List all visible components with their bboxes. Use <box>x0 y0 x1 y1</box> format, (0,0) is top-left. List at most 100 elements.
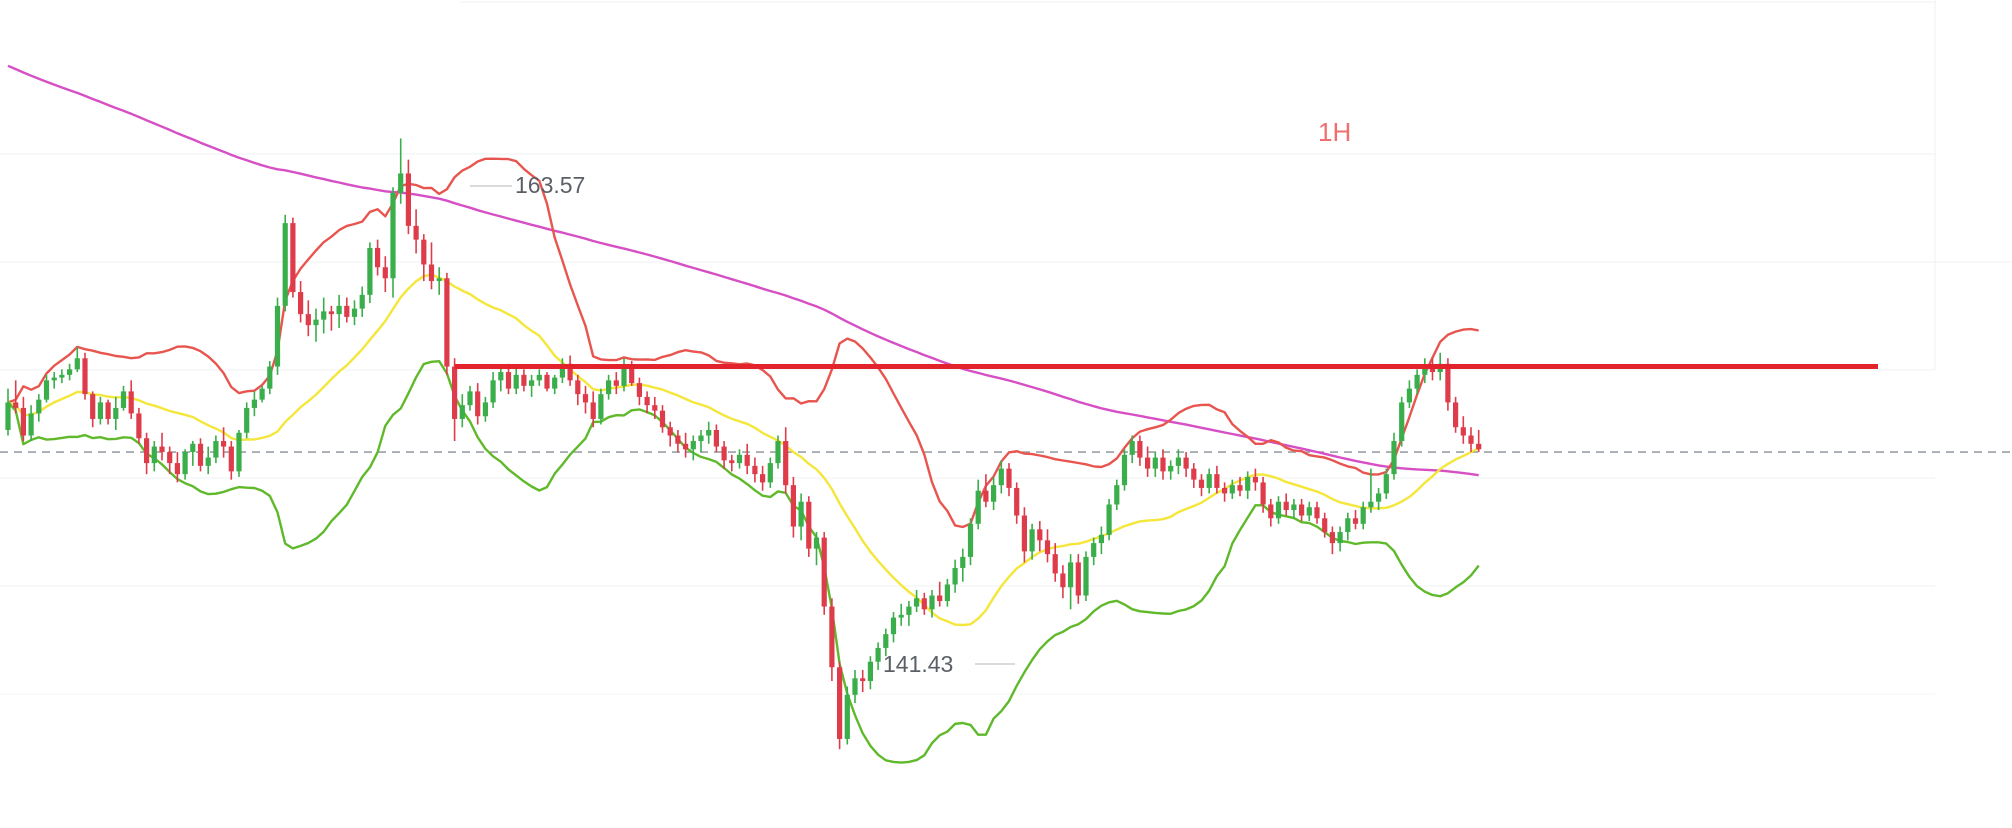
candle-body <box>1383 474 1389 494</box>
candle <box>1168 460 1174 480</box>
candle-body <box>852 678 858 695</box>
candle-body <box>775 441 781 464</box>
candle-body <box>1029 529 1035 552</box>
candle <box>1060 565 1066 599</box>
candle-body <box>1021 515 1027 552</box>
candle-body <box>405 173 411 226</box>
candle-body <box>1322 518 1328 533</box>
candle-body <box>652 405 658 411</box>
candle <box>1191 463 1197 488</box>
candle-body <box>390 192 396 279</box>
candle-body <box>136 413 142 439</box>
candle-body <box>1252 476 1258 483</box>
candle <box>413 209 419 254</box>
candle-body <box>1345 518 1351 533</box>
middle-band-line <box>7 273 1480 627</box>
candle <box>359 286 365 317</box>
candle-body <box>467 391 473 406</box>
candle <box>659 405 666 433</box>
candle <box>652 396 658 419</box>
candle <box>144 432 150 475</box>
candle-body <box>498 372 504 381</box>
candle <box>1299 498 1305 522</box>
candle-body <box>898 614 904 618</box>
candle <box>1222 482 1228 502</box>
candle-body <box>90 394 96 419</box>
candle <box>1106 498 1112 541</box>
candle <box>1152 452 1158 477</box>
candle <box>1329 526 1335 555</box>
candle-body <box>1245 476 1251 491</box>
candle <box>221 427 227 458</box>
candle-body <box>1137 441 1143 458</box>
candle-body <box>521 374 527 386</box>
candle <box>1029 523 1035 560</box>
candle <box>967 518 974 566</box>
candle <box>251 391 257 417</box>
candle-body <box>621 366 627 386</box>
candle <box>1175 449 1181 475</box>
candle <box>313 308 319 342</box>
candle <box>1429 358 1436 381</box>
candle-body <box>298 292 304 315</box>
candle <box>244 402 250 439</box>
candle <box>667 421 673 447</box>
candle <box>1037 521 1043 552</box>
candle <box>1237 476 1243 497</box>
candle <box>259 385 265 403</box>
candle <box>1098 526 1104 555</box>
candle <box>43 374 50 403</box>
candle-body <box>1391 441 1397 475</box>
candle <box>559 358 565 384</box>
candle <box>914 590 920 613</box>
candle <box>1283 493 1289 516</box>
candle-body <box>575 380 581 395</box>
candle <box>1129 435 1135 464</box>
candle-body <box>1191 468 1197 480</box>
candle <box>1383 468 1389 499</box>
candle-body <box>344 305 350 317</box>
candle <box>467 385 473 411</box>
candle <box>1314 501 1320 524</box>
candle <box>236 430 242 477</box>
candle <box>775 435 781 469</box>
candle <box>167 446 173 475</box>
candle <box>375 239 381 276</box>
candle-body <box>1183 457 1189 469</box>
candle-body <box>582 394 589 403</box>
candle <box>174 452 180 483</box>
candle <box>852 670 858 704</box>
candle-body <box>120 391 127 408</box>
candle <box>552 374 558 395</box>
candle <box>1268 498 1274 527</box>
candle <box>960 548 966 582</box>
candle <box>190 441 196 466</box>
candle-body <box>559 363 565 378</box>
candle-body <box>760 474 766 483</box>
candle <box>744 443 750 475</box>
candle-body <box>1399 402 1405 442</box>
candle <box>20 396 26 442</box>
candle-body <box>1453 402 1459 428</box>
candle <box>74 347 80 373</box>
candle-body <box>382 267 388 279</box>
candle-body <box>151 446 157 464</box>
candle <box>529 374 535 397</box>
candle <box>1114 479 1120 510</box>
candle-body <box>1044 540 1051 555</box>
candle-body <box>713 430 719 447</box>
candle <box>97 396 103 425</box>
candle <box>1245 471 1251 499</box>
candle <box>298 281 304 323</box>
candle <box>1453 396 1459 433</box>
candle-body <box>43 380 50 400</box>
candle-body <box>398 173 404 193</box>
candle <box>1083 551 1089 602</box>
candle <box>1376 487 1382 510</box>
candle <box>1006 463 1012 497</box>
candle <box>1414 369 1420 395</box>
candle <box>344 297 350 323</box>
candle-body <box>1206 474 1212 488</box>
candle-body <box>1275 501 1282 519</box>
candle <box>991 476 997 510</box>
